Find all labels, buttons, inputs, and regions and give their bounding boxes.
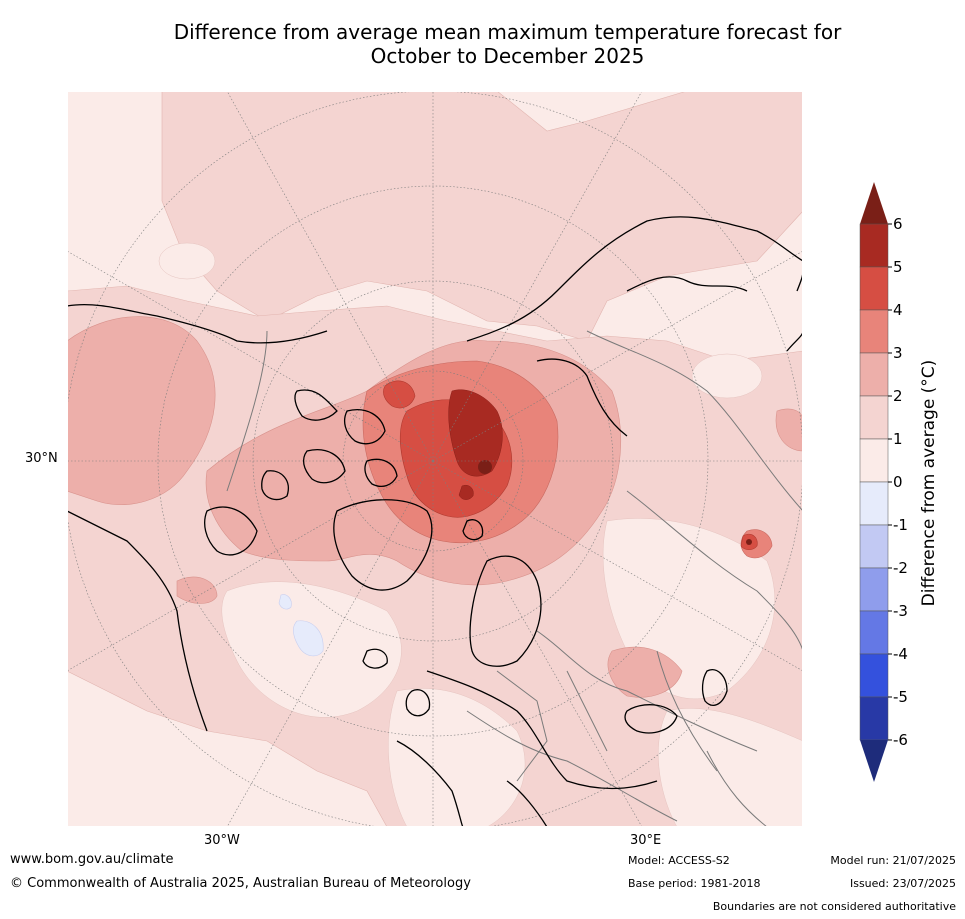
- website-url[interactable]: www.bom.gov.au/climate: [10, 852, 174, 867]
- colorbar-segment-m1_to_0: [859, 481, 889, 526]
- colorbar-segment-m3_to_m2: [859, 567, 889, 612]
- colorbar-tick-label: 0: [893, 473, 903, 491]
- colorbar-segment-3_to_4: [859, 309, 889, 354]
- colorbar-tick-label: -2: [893, 559, 908, 577]
- colorbar-label: Difference from average (°C): [919, 359, 939, 607]
- colorbar-segment-m6_to_m5: [859, 696, 889, 741]
- colorbar: 6 5 4 3 2 1 0 -1 -2 -3 -4 -5 -6: [859, 182, 908, 782]
- colorbar-segment-2_to_3: [859, 352, 889, 397]
- base-period-text: Base period: 1981-2018: [628, 877, 761, 890]
- colorbar-tick-label: -6: [893, 731, 908, 749]
- anomaly-5-6-zone: [448, 389, 503, 500]
- colorbar-tick-label: 1: [893, 430, 903, 448]
- colorbar-segment-1_to_2: [859, 395, 889, 440]
- model-run-text: Model run: 21/07/2025: [830, 854, 956, 867]
- coastlines: [67, 216, 803, 827]
- colorbar-extend-top: [860, 182, 888, 224]
- graticule: [67, 91, 803, 827]
- colorbar-segment-5_to_6: [859, 223, 889, 268]
- colorbar-tick-label: -1: [893, 516, 908, 534]
- colorbar-segment-m2_to_m1: [859, 524, 889, 569]
- issued-text: Issued: 23/07/2025: [849, 877, 956, 890]
- colorbar-tick-label: 4: [893, 301, 903, 319]
- colorbar-segment-4_to_5: [859, 266, 889, 311]
- colorbar-tick-label: 5: [893, 258, 903, 276]
- colorbar-tick-label: -3: [893, 602, 908, 620]
- colorbar-tick-label: -5: [893, 688, 908, 706]
- lon-label-30e: 30°E: [630, 833, 662, 848]
- colorbar-extend-bottom: [860, 740, 888, 782]
- colorbar-tick-label: 2: [893, 387, 903, 405]
- country-boundaries: [226, 330, 803, 827]
- colorbar-segment-m4_to_m3: [859, 610, 889, 655]
- anomaly-above-6-spots: [478, 460, 752, 545]
- lon-label-30w: 30°W: [204, 833, 240, 848]
- colorbar-segment-0_to_1: [859, 438, 889, 483]
- title-line-2: October to December 2025: [370, 44, 645, 68]
- lat-label-30n: 30°N: [25, 451, 58, 466]
- anomaly-cool-patches: [278, 594, 324, 657]
- model-text: Model: ACCESS-S2: [628, 854, 730, 867]
- copyright-text: © Commonwealth of Australia 2025, Austra…: [10, 876, 471, 891]
- colorbar-tick-label: -4: [893, 645, 908, 663]
- disclaimer-text: Boundaries are not considered authoritat…: [712, 900, 956, 913]
- anomaly-map: [67, 91, 803, 827]
- colorbar-segment-m5_to_m4: [859, 653, 889, 698]
- colorbar-tick-label: 3: [893, 344, 903, 362]
- title-line-1: Difference from average mean maximum tem…: [173, 20, 842, 44]
- colorbar-tick-label: 6: [893, 215, 903, 233]
- chart-title: Difference from average mean maximum tem…: [0, 20, 965, 68]
